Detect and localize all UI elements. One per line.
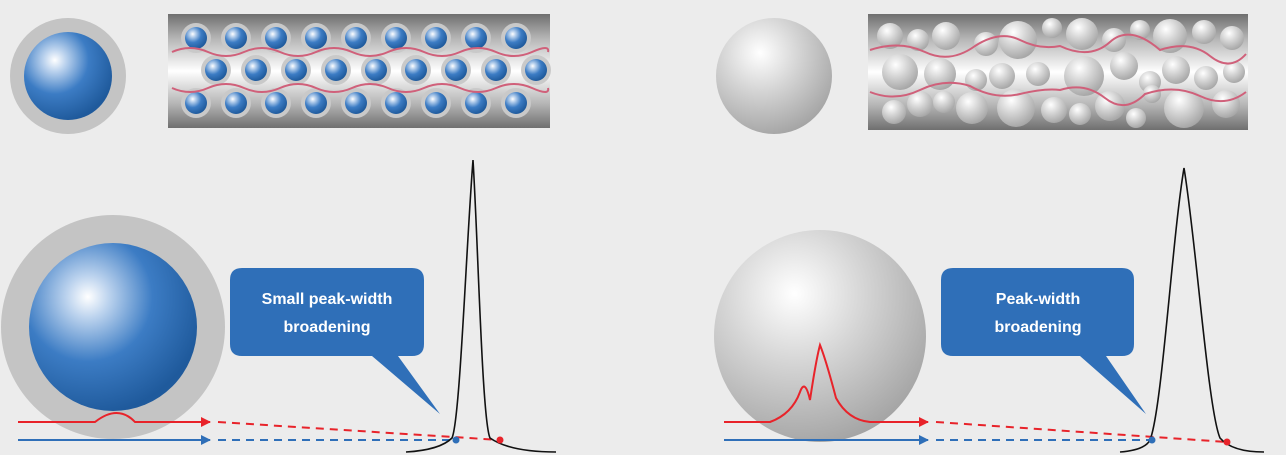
- core-shell-beads: [181, 23, 551, 118]
- core-shell-bead: [481, 55, 511, 85]
- red-marker: [1223, 438, 1231, 446]
- porous-particle-small: [716, 18, 832, 134]
- core-shell-bead: [361, 55, 391, 85]
- porous-bead: [1026, 62, 1050, 86]
- porous-bead: [1223, 61, 1245, 83]
- core-shell-bead: [221, 88, 251, 118]
- core-shell-bead: [261, 88, 291, 118]
- core-shell-bead: [441, 55, 471, 85]
- porous-bead: [1220, 26, 1244, 50]
- core-shell-particle-small: [10, 18, 126, 134]
- core-shell-bead: [221, 23, 251, 53]
- porous-bead: [956, 92, 988, 124]
- porous-bead: [1110, 52, 1138, 80]
- callout-right: Peak-width broadening: [941, 268, 1146, 414]
- blue-marker: [452, 436, 460, 444]
- callout-left-line2: broadening: [283, 319, 370, 336]
- porous-bead: [1194, 66, 1218, 90]
- porous-bead: [1126, 108, 1146, 128]
- porous-bead: [1041, 97, 1067, 123]
- porous-bead: [1153, 19, 1187, 53]
- core-shell-bead: [381, 23, 411, 53]
- core-shell-bead: [181, 23, 211, 53]
- red-dashed-line: [217, 421, 501, 441]
- callout-left-line1: Small peak-width: [262, 291, 393, 308]
- porous-particle-large: [714, 230, 926, 442]
- core-shell-bead: [381, 88, 411, 118]
- right-panel: Peak-width broadening: [714, 14, 1265, 453]
- porous-bead: [877, 23, 903, 49]
- callout-right-line1: Peak-width: [996, 291, 1080, 308]
- core-shell-bead: [401, 55, 431, 85]
- porous-bead: [1095, 91, 1125, 121]
- core-shell-bead: [341, 23, 371, 53]
- core-shell-bead: [341, 88, 371, 118]
- red-marker: [496, 436, 504, 444]
- core-shell-particle-large: [1, 215, 225, 439]
- porous-bead: [997, 89, 1035, 127]
- flow-path-line: [869, 81, 1247, 106]
- porous-bead: [1042, 18, 1062, 38]
- porous-bead: [882, 54, 918, 90]
- porous-column: [868, 14, 1248, 130]
- callout-left: Small peak-width broadening: [230, 268, 440, 414]
- flow-path-line: [171, 83, 550, 93]
- porous-bead: [1069, 103, 1091, 125]
- core-shell-bead: [281, 55, 311, 85]
- narrow-peak: [405, 159, 557, 453]
- core-shell-bead: [521, 55, 551, 85]
- porous-bead: [1066, 18, 1098, 50]
- core-shell-bead: [241, 55, 271, 85]
- core-shell-bead: [421, 88, 451, 118]
- red-flow-arrow: [18, 412, 211, 427]
- callout-right-line2: broadening: [994, 319, 1081, 336]
- core-shell-bead: [321, 55, 351, 85]
- core-shell-bead: [181, 88, 211, 118]
- core-shell-bead: [201, 55, 231, 85]
- porous-bead: [965, 69, 987, 91]
- flow-arrows: [18, 412, 501, 445]
- porous-bead: [882, 100, 906, 124]
- porous-bead: [1143, 85, 1161, 103]
- porous-bead: [907, 91, 933, 117]
- porous-bead: [924, 58, 956, 90]
- core-shell-bead: [501, 88, 531, 118]
- core-shell-column: [168, 14, 551, 128]
- core-shell-bead: [301, 23, 331, 53]
- porous-bead: [1064, 56, 1104, 96]
- red-dashed-line: [935, 421, 1228, 443]
- porous-bead: [1212, 90, 1240, 118]
- red-flow-arrow: [724, 341, 929, 427]
- flow-arrows: [724, 341, 1228, 445]
- core-shell-bead: [301, 88, 331, 118]
- porous-bead: [907, 29, 929, 51]
- core-shell-bead: [461, 88, 491, 118]
- porous-bead: [989, 63, 1015, 89]
- porous-bead: [1164, 88, 1204, 128]
- core-shell-bead: [501, 23, 531, 53]
- porous-bead: [1162, 56, 1190, 84]
- blue-marker: [1148, 436, 1156, 444]
- porous-bead: [933, 91, 955, 113]
- porous-bead: [1192, 20, 1216, 44]
- core-shell-bead: [421, 23, 451, 53]
- flow-path-line: [171, 47, 550, 57]
- left-panel: Small peak-width broadening: [1, 14, 557, 453]
- porous-bead: [932, 22, 960, 50]
- core-shell-bead: [261, 23, 291, 53]
- flow-path-line: [869, 33, 1247, 65]
- core-shell-bead: [461, 23, 491, 53]
